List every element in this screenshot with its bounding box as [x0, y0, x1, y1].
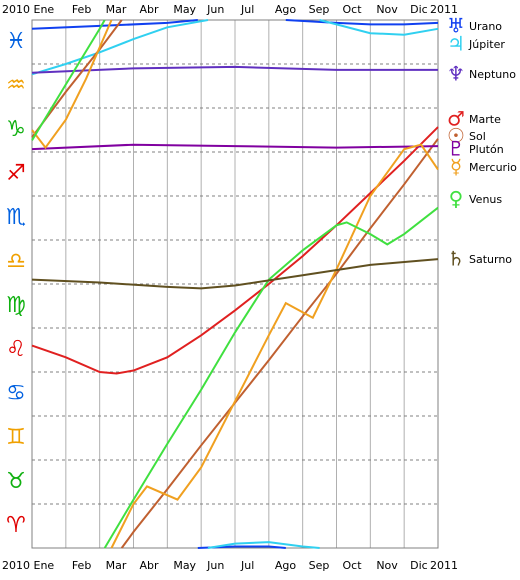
- x-tick-label: Abr: [140, 3, 160, 16]
- legend-symbol: ♅: [447, 14, 465, 38]
- legend-symbol: ♂: [447, 107, 465, 131]
- x-tick-label: Mar: [106, 3, 127, 16]
- x-tick-label: Jun: [206, 559, 224, 572]
- zodiac-sign: ♒: [6, 73, 26, 98]
- x-tick-label: 2010 Ene: [2, 3, 54, 16]
- x-tick-label: Nov: [376, 3, 398, 16]
- x-tick-label: Jul: [240, 559, 254, 572]
- x-tick-label: Feb: [72, 3, 91, 16]
- legend-label: Urano: [469, 20, 502, 33]
- legend-symbol: ♄: [447, 247, 465, 271]
- zodiac-sign: ♍: [6, 293, 26, 318]
- zodiac-sign: ♈: [6, 513, 26, 538]
- x-tick-label: Mar: [106, 559, 127, 572]
- x-tick-label: Nov: [376, 559, 398, 572]
- x-tick-label: 2011: [430, 3, 458, 16]
- zodiac-sign: ♋: [6, 381, 26, 406]
- zodiac-sign: ♑: [6, 117, 26, 142]
- x-tick-label: May: [173, 559, 196, 572]
- x-tick-label: May: [173, 3, 196, 16]
- zodiac-sign: ♓: [6, 29, 26, 54]
- x-tick-label: Sep: [309, 3, 330, 16]
- legend-symbol: ♆: [447, 62, 465, 86]
- legend-label: Venus: [469, 193, 502, 206]
- x-tick-label: Ago: [275, 559, 297, 572]
- zodiac-sign: ♎: [6, 249, 26, 274]
- series-line: [31, 19, 439, 549]
- series-line: [31, 19, 439, 549]
- legend-symbol: ♀: [449, 187, 464, 211]
- series-line: [31, 258, 439, 290]
- legend-label: Neptuno: [469, 68, 516, 81]
- series-line: [31, 126, 439, 375]
- x-tick-label: Jun: [206, 3, 224, 16]
- x-tick-label: Jul: [240, 3, 254, 16]
- zodiac-sign: ♌: [6, 337, 26, 362]
- x-tick-label: 2011: [430, 559, 458, 572]
- x-tick-label: Ago: [275, 3, 297, 16]
- x-tick-label: Oct: [343, 3, 363, 16]
- legend-symbol: ☿: [450, 155, 462, 179]
- x-tick-label: Feb: [72, 559, 91, 572]
- legend-symbol: ♇: [447, 137, 465, 161]
- x-tick-label: Abr: [140, 559, 160, 572]
- plot-frame: [31, 19, 439, 549]
- series-line: [31, 65, 438, 74]
- zodiac-sign: ♉: [6, 469, 26, 494]
- x-tick-label: Sep: [309, 559, 330, 572]
- zodiac-sign: ♊: [6, 425, 26, 450]
- legend-label: Júpiter: [468, 38, 505, 51]
- series-line: [31, 19, 439, 549]
- x-tick-label: Dic: [410, 559, 428, 572]
- legend-symbol: ☉: [447, 124, 465, 148]
- x-tick-label: Oct: [343, 559, 363, 572]
- legend-label: Mercurio: [469, 161, 517, 174]
- legend-label: Plutón: [469, 143, 504, 156]
- legend-symbol: ♃: [447, 32, 465, 56]
- legend-label: Saturno: [469, 253, 512, 266]
- zodiac-sign: ♏: [6, 205, 26, 230]
- zodiac-sign: ♐: [6, 161, 26, 186]
- series-line: [31, 19, 439, 549]
- x-tick-label: Dic: [410, 3, 428, 16]
- series-line: [31, 143, 439, 151]
- x-tick-label: 2010 Ene: [2, 559, 54, 572]
- legend-label: Marte: [469, 113, 501, 126]
- legend-label: Sol: [469, 130, 486, 143]
